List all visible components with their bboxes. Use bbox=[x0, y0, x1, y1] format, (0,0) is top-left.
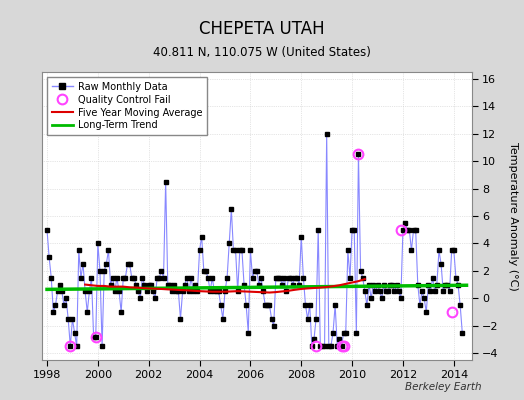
Y-axis label: Temperature Anomaly (°C): Temperature Anomaly (°C) bbox=[508, 142, 518, 290]
Text: 40.811 N, 110.075 W (United States): 40.811 N, 110.075 W (United States) bbox=[153, 46, 371, 59]
Legend: Raw Monthly Data, Quality Control Fail, Five Year Moving Average, Long-Term Tren: Raw Monthly Data, Quality Control Fail, … bbox=[47, 77, 208, 135]
Text: CHEPETA UTAH: CHEPETA UTAH bbox=[199, 20, 325, 38]
Text: Berkeley Earth: Berkeley Earth bbox=[406, 382, 482, 392]
